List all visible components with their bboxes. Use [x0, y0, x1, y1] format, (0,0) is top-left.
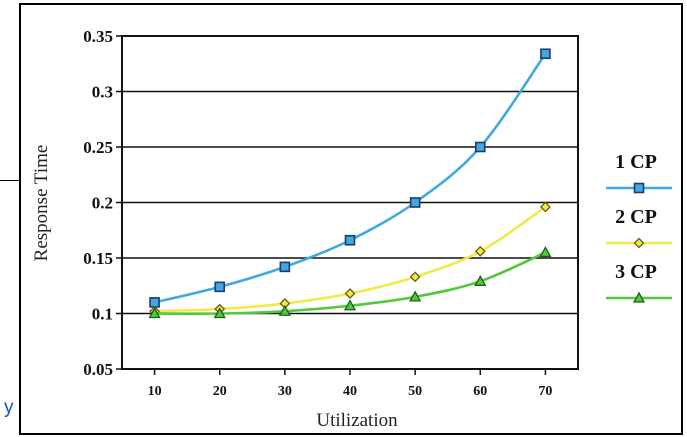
legend-marker	[632, 291, 646, 303]
data-point	[279, 261, 291, 273]
data-point	[278, 304, 291, 316]
data-point	[540, 201, 551, 213]
cut-off-link-text[interactable]: y	[4, 397, 14, 418]
x-axis-title: Utilization	[316, 410, 398, 431]
legend-marker	[633, 237, 645, 249]
data-point	[539, 246, 552, 258]
y-tick-label: 0.35	[83, 27, 113, 46]
left-page-fragment: y	[0, 0, 20, 437]
y-tick-label: 0.15	[83, 249, 113, 268]
data-point	[344, 234, 356, 246]
data-point	[344, 288, 356, 299]
x-tick-label: 20	[213, 384, 227, 399]
data-point	[474, 141, 486, 153]
series-lines	[148, 48, 552, 319]
grid-lines	[122, 90, 578, 315]
series-2	[149, 201, 551, 317]
legend-label: 1 CP	[615, 151, 657, 173]
data-point	[474, 274, 487, 286]
x-tick-label: 10	[148, 384, 162, 399]
series-1	[149, 48, 551, 308]
y-tick-label: 0.3	[92, 83, 113, 102]
y-tick-label: 0.05	[83, 360, 113, 379]
data-point	[540, 48, 551, 60]
data-point	[214, 281, 226, 293]
y-tick-label: 0.1	[92, 305, 113, 324]
legend-label: 2 CP	[615, 206, 657, 228]
legend-item: 3 CP	[606, 261, 672, 303]
data-point	[409, 271, 421, 283]
x-tick-label: 60	[473, 384, 487, 399]
data-point	[409, 197, 421, 208]
y-axis-title: Response Time	[31, 145, 52, 262]
divider-line	[0, 180, 20, 181]
tick-labels: 0.05 0.1 0.15 0.2 0.25 0.3 0.35 10 20 30 40 50 60 70	[83, 27, 552, 399]
x-tick-label: 30	[278, 384, 292, 399]
data-point	[149, 297, 160, 308]
x-tick-label: 40	[343, 384, 357, 399]
legend-item: 1 CP	[606, 151, 672, 194]
legend-label: 3 CP	[615, 261, 657, 283]
data-point	[213, 307, 226, 319]
legend-marker	[633, 182, 645, 194]
legend-item: 2 CP	[606, 206, 672, 249]
chart-figure: 0.05 0.1 0.15 0.2 0.25 0.3 0.35 10 20 30 40 50 60 70 …	[19, 3, 683, 435]
data-point	[148, 307, 161, 319]
y-tick-label: 0.2	[92, 194, 113, 213]
data-point	[409, 290, 422, 302]
axes	[116, 35, 579, 375]
x-tick-label: 50	[408, 384, 422, 399]
series-3	[148, 246, 552, 319]
legend: 1 CP 2 CP 3 CP	[606, 151, 672, 303]
data-point	[343, 299, 357, 311]
y-tick-label: 0.25	[83, 138, 113, 157]
data-point	[474, 245, 486, 257]
x-tick-label: 70	[538, 384, 552, 399]
